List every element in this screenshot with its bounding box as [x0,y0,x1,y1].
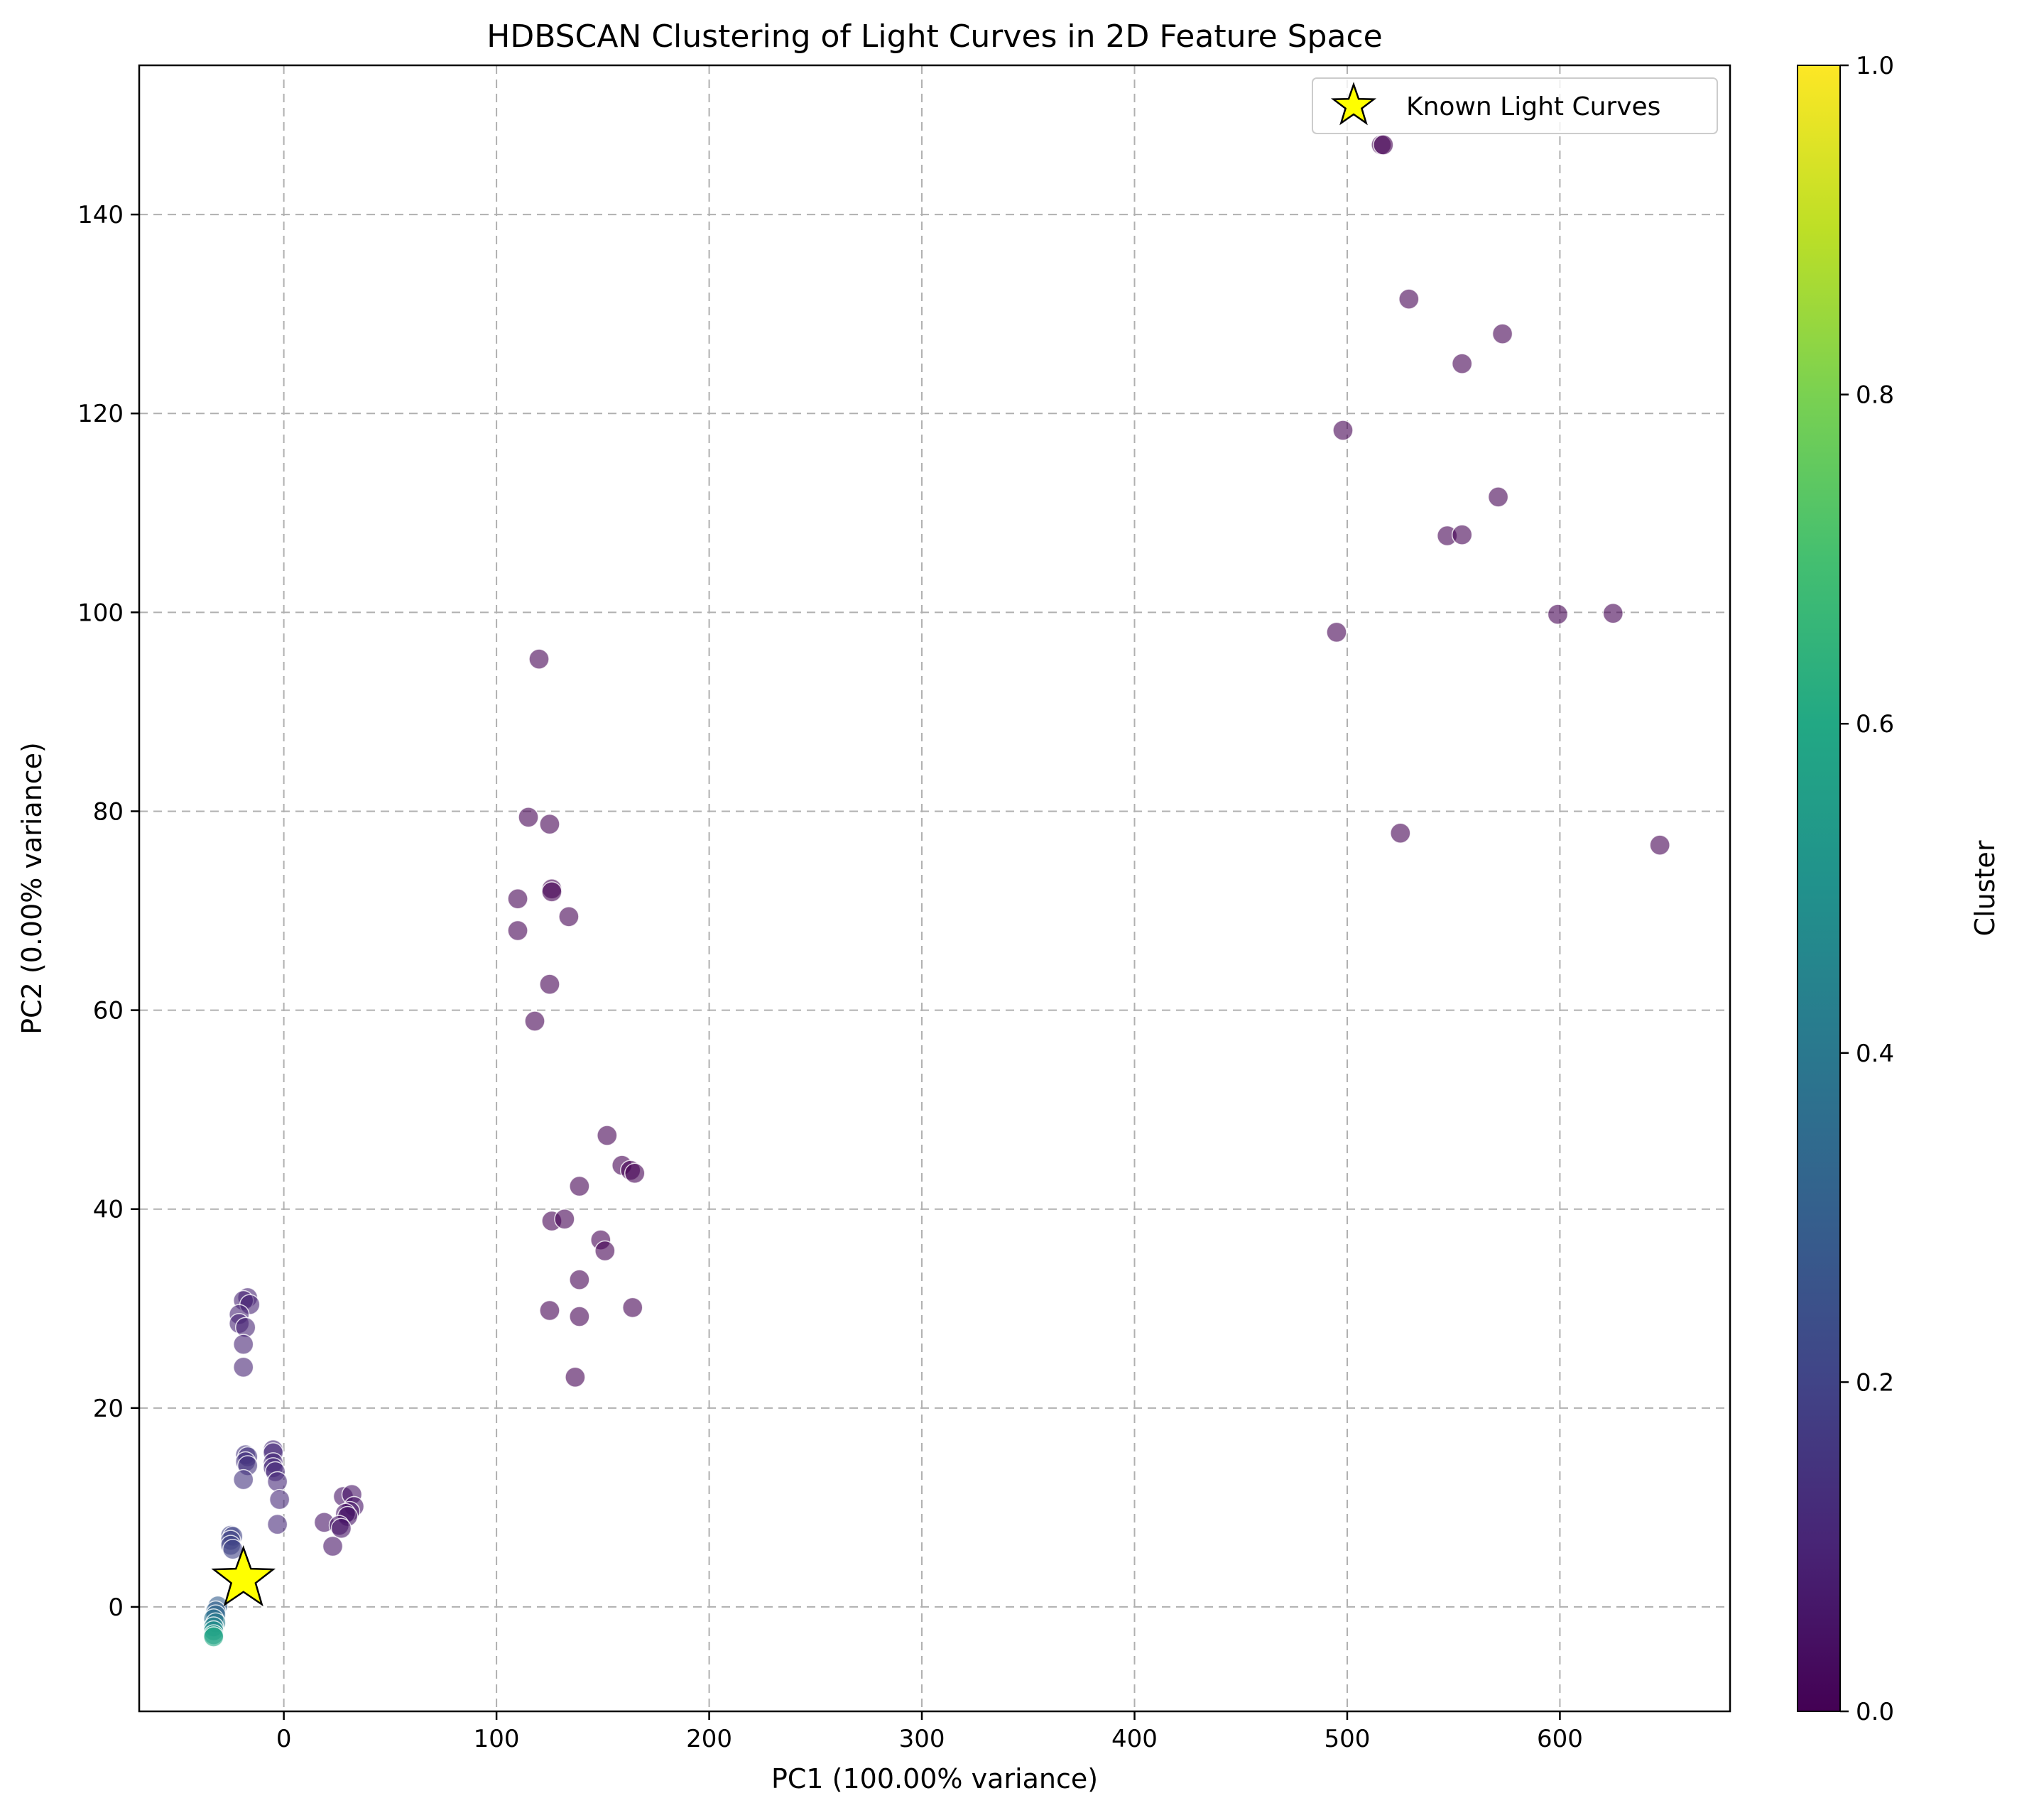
data-point [232,1468,254,1491]
chart-title: HDBSCAN Clustering of Light Curves in 2D… [486,18,1382,55]
y-tick-label: 20 [93,1395,124,1423]
colorbar-tick-label: 1.0 [1856,52,1894,80]
x-tick-label: 300 [899,1725,945,1753]
x-tick-label: 0 [276,1725,292,1753]
data-points [203,134,1670,1647]
y-tick-label: 80 [93,797,124,826]
data-point [528,648,550,670]
data-point [322,1535,344,1557]
data-point [1332,420,1354,441]
x-tick-label: 600 [1537,1725,1583,1753]
data-point [554,1208,575,1230]
colorbar-tick-label: 0.8 [1856,381,1894,410]
colorbar-label: Cluster [1969,840,2001,936]
data-point [1451,353,1473,374]
legend-label: Known Light Curves [1406,92,1660,121]
data-point [539,813,560,835]
data-point [1487,486,1509,508]
colorbar: 0.0 0.2 0.4 0.6 0.8 1.0 Cluster [1797,52,2001,1726]
colorbar-gradient [1797,65,1841,1712]
data-point [594,1240,616,1262]
data-point [569,1306,590,1327]
x-tick-label: 400 [1111,1725,1158,1753]
plot-area-frame [138,64,1731,1713]
colorbar-tick-label: 0.2 [1856,1368,1894,1397]
data-point [1398,288,1420,310]
data-point [266,1471,288,1493]
data-point [539,974,560,995]
y-tick-label: 60 [93,997,124,1025]
x-tick-label: 200 [686,1725,732,1753]
colorbar-tick-label: 0.0 [1856,1698,1894,1726]
data-point [565,1366,586,1388]
data-point [507,920,528,942]
x-axis-label: PC1 (100.00% variance) [771,1763,1098,1794]
data-point [1491,323,1513,344]
data-point [1373,134,1394,156]
data-point [1547,604,1569,625]
axis-ticks: 0 100 200 300 400 500 600 0 20 40 60 80 100 120 140 [77,201,1583,1753]
data-point [569,1269,590,1290]
data-point [268,1488,290,1510]
data-point [330,1517,352,1540]
data-point [507,888,528,910]
y-tick-label: 40 [93,1196,124,1224]
data-point [1649,834,1670,856]
data-point [518,807,539,828]
y-tick-label: 120 [77,400,124,428]
data-point [203,1626,224,1647]
data-point [266,1513,288,1535]
legend-star-icon [1330,82,1377,126]
x-tick-label: 100 [474,1725,520,1753]
data-point [624,1162,646,1184]
colorbar-tick-label: 0.6 [1856,710,1894,739]
data-point [1390,822,1411,844]
data-point [622,1297,643,1319]
data-point [569,1175,590,1197]
y-axis-label: PC2 (0.00% variance) [16,742,48,1035]
data-point [232,1334,254,1355]
data-point [232,1356,254,1378]
data-point [524,1010,545,1032]
y-tick-label: 0 [108,1593,124,1622]
colorbar-tick-label: 0.4 [1856,1040,1894,1068]
known-light-curve-star [211,1545,276,1607]
legend-box [1312,77,1718,134]
legend: Known Light Curves [1312,77,1718,134]
data-point [539,1299,560,1322]
data-point [1451,524,1473,545]
data-point [597,1125,618,1146]
data-point [1326,621,1347,643]
data-point [541,881,562,903]
grid-lines [139,65,1730,1711]
y-tick-label: 140 [77,201,124,229]
y-tick-label: 100 [77,599,124,627]
data-point [558,906,580,927]
data-point [1602,602,1624,624]
x-tick-label: 500 [1325,1725,1371,1753]
colorbar-ticks: 0.0 0.2 0.4 0.6 0.8 1.0 [1840,52,1894,1726]
